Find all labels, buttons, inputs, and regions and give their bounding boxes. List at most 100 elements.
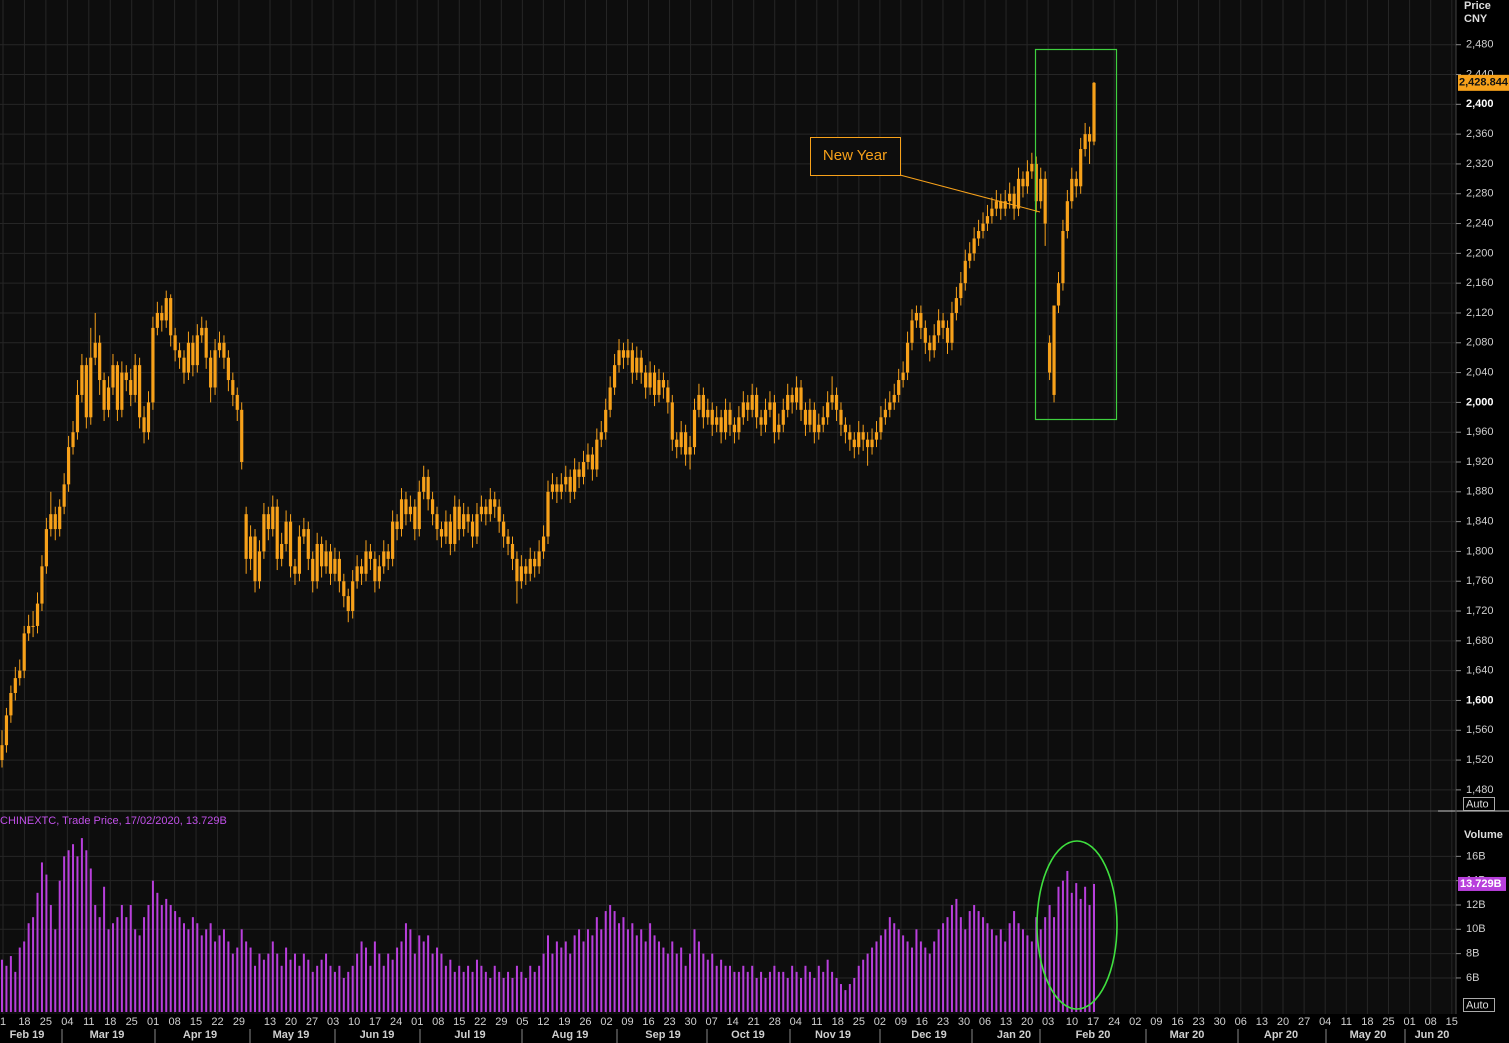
y-tick-label: 1,640 [1466,665,1494,677]
scale-button[interactable] [1463,797,1495,811]
volume-bar [720,959,723,1012]
volume-bar [578,929,581,1012]
volume-bar [236,947,239,1012]
x-tick-label: 04 [1319,1016,1331,1028]
candle-body [169,298,173,336]
grid [0,0,1456,1014]
volume-bar [817,965,820,1012]
x-tick-label: 16 [1171,1016,1183,1028]
candle-body [209,357,213,388]
volume-bar [649,923,652,1012]
volume-bar [888,917,891,1012]
volume-bar [507,971,510,1012]
candle-body [142,417,146,433]
candle-body [98,342,102,381]
volume-bar [782,971,785,1012]
volume-bar [169,904,172,1012]
candle-body [177,350,182,358]
volume-bar [467,965,470,1012]
volume-bar [800,977,803,1012]
candle-body [1025,171,1030,187]
candle-body [413,506,417,530]
volume-bar [160,904,163,1012]
scale-button[interactable] [1463,998,1495,1012]
candle-body [626,350,630,358]
volume-bar [191,917,194,1012]
volume-bar [187,929,190,1012]
candle-body [684,432,688,455]
candle-body [222,342,226,358]
volume-bar [360,941,363,1012]
y-title: Price [1464,0,1491,12]
candle-body [923,327,927,343]
x-tick-label: 04 [790,1016,802,1028]
scale-button-label[interactable]: Auto [1466,999,1489,1011]
candle-body [71,432,75,448]
volume-bar [995,935,998,1012]
candle-body [666,387,670,403]
volume-bar [373,941,376,1012]
x-tick-label: 01 [147,1016,159,1028]
volume-bar [866,953,869,1012]
volume-bar [560,947,563,1012]
candle-body [888,402,892,410]
scale-button-label[interactable]: Auto [1466,798,1489,810]
candle-body [528,558,532,574]
y-tick-label: 6B [1466,972,1479,984]
volume-bar [871,947,874,1012]
x-tick-label: 22 [211,1016,223,1028]
last-volume-label: 13.729B [1460,878,1502,890]
candle-body [62,484,66,507]
volume-bar [853,977,856,1012]
volume-bar [400,941,403,1012]
volume-bar [14,971,17,1012]
volume-bar [249,947,252,1012]
x-tick-label: 15 [190,1016,202,1028]
volume-bar [489,977,492,1012]
candle-body [772,402,776,433]
x-tick-label: 16 [642,1016,654,1028]
volume-bar [551,953,554,1012]
x-tick-label: 03 [327,1016,339,1028]
volume-bar [982,917,985,1012]
candle-body [346,596,350,612]
candle-body [58,506,62,530]
volume-bar [218,935,221,1012]
month-label: Sep 19 [645,1029,680,1041]
candle-body [510,543,515,559]
y-tick-label: 2,480 [1466,39,1494,51]
volume-bar [116,917,119,1012]
candle-body [830,394,834,403]
candle-body [1030,163,1034,172]
candle-body [248,536,253,559]
month-label: Feb 20 [1076,1029,1111,1041]
candle-body [217,342,222,351]
volume-bar [422,941,425,1012]
last-price-tag [1458,74,1509,91]
volume-bar [36,892,39,1012]
volume-bar [902,935,905,1012]
candle-body [1070,178,1074,202]
candle-body [737,417,741,433]
candle-body [106,387,111,410]
x-tick-label: 16 [916,1016,928,1028]
volume-bar [822,971,825,1012]
volume-bar [98,917,101,1012]
volume-bar [471,971,474,1012]
volume-bar [1093,883,1095,1012]
candle-body [186,342,191,373]
volume-bar [990,929,993,1012]
volume-bar [1039,929,1042,1012]
volume-bar [342,977,345,1012]
volume-bar [214,941,217,1012]
x-tick-label: 21 [748,1016,760,1028]
x-tick-label: 10 [348,1016,360,1028]
candle-body [985,216,990,224]
candle-body [337,558,341,582]
candle-body [821,417,825,425]
volume-bar [338,965,341,1012]
volume-bar [742,965,745,1012]
candle-body [422,476,426,492]
x-tick-label: 27 [306,1016,318,1028]
x-tick-label: 25 [1382,1016,1394,1028]
